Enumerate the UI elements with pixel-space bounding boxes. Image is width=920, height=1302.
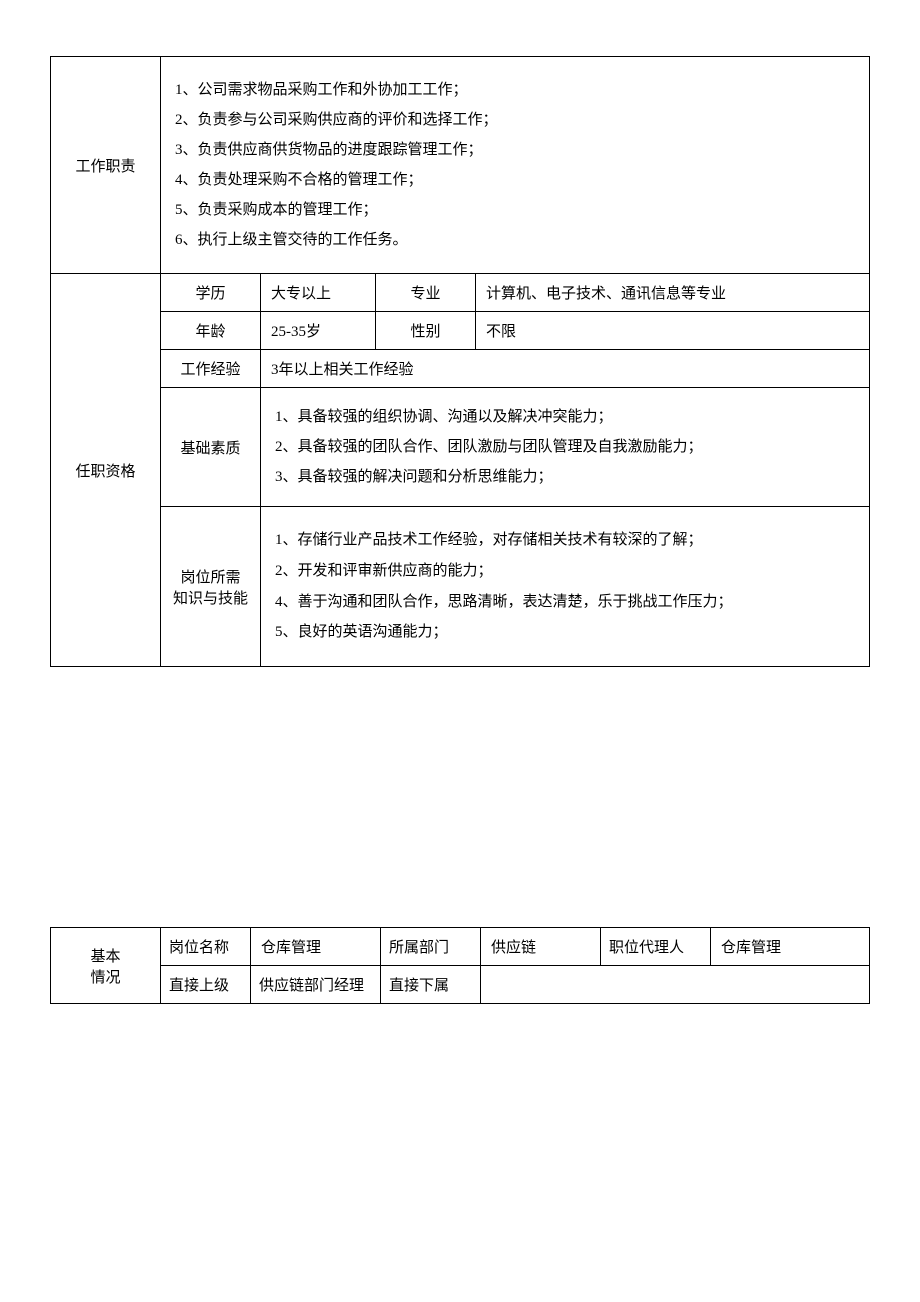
dept-value: 供应链 [481,928,601,966]
skill-row: 岗位所需 知识与技能 1、存储行业产品技术工作经验，对存储相关技术有较深的了解；… [51,507,870,667]
exp-value: 3年以上相关工作经验 [261,350,870,388]
edu-label: 学历 [161,274,261,312]
sub-label: 直接下属 [381,966,481,1004]
list-item: 3、具备较强的解决问题和分析思维能力； [275,462,855,492]
duties-label: 工作职责 [51,57,161,274]
pos-name-value: 仓库管理 [251,928,381,966]
list-item: 2、具备较强的团队合作、团队激励与团队管理及自我激励能力； [275,432,855,462]
job-spec-table-2: 基本 情况 岗位名称 仓库管理 所属部门 供应链 职位代理人 仓库管理 直接上级… [50,927,870,1004]
superior-value: 供应链部门经理 [251,966,381,1004]
proxy-value: 仓库管理 [711,928,870,966]
skill-label: 岗位所需 知识与技能 [161,507,261,667]
list-item: 1、公司需求物品采购工作和外协加工工作； [175,75,855,105]
list-item: 2、负责参与公司采购供应商的评价和选择工作； [175,105,855,135]
proxy-label: 职位代理人 [601,928,711,966]
basic-info-l1: 基本 [61,945,150,966]
list-item: 4、负责处理采购不合格的管理工作； [175,165,855,195]
basic-info-row-2: 直接上级 供应链部门经理 直接下属 [51,966,870,1004]
list-item: 1、存储行业产品技术工作经验，对存储相关技术有较深的了解； [275,525,855,556]
exp-label: 工作经验 [161,350,261,388]
age-label: 年龄 [161,312,261,350]
major-label: 专业 [376,274,476,312]
basic-label: 基础素质 [161,388,261,507]
basic-info-l2: 情况 [61,966,150,987]
job-spec-table-1: 工作职责 1、公司需求物品采购工作和外协加工工作；2、负责参与公司采购供应商的评… [50,56,870,667]
duties-row: 工作职责 1、公司需求物品采购工作和外协加工工作；2、负责参与公司采购供应商的评… [51,57,870,274]
basic-row: 基础素质 1、具备较强的组织协调、沟通以及解决冲突能力；2、具备较强的团队合作、… [51,388,870,507]
list-item: 3、负责供应商供货物品的进度跟踪管理工作； [175,135,855,165]
skill-label-l1: 岗位所需 [171,566,250,587]
edu-value: 大专以上 [261,274,376,312]
duties-list: 1、公司需求物品采购工作和外协加工工作；2、负责参与公司采购供应商的评价和选择工… [175,75,855,255]
exp-row: 工作经验 3年以上相关工作经验 [51,350,870,388]
skill-cell: 1、存储行业产品技术工作经验，对存储相关技术有较深的了解；2、开发和评审新供应商… [261,507,870,667]
skill-list: 1、存储行业产品技术工作经验，对存储相关技术有较深的了解；2、开发和评审新供应商… [275,525,855,648]
gender-label: 性别 [376,312,476,350]
qualification-label: 任职资格 [51,274,161,667]
duties-cell: 1、公司需求物品采购工作和外协加工工作；2、负责参与公司采购供应商的评价和选择工… [161,57,870,274]
list-item: 2、开发和评审新供应商的能力； [275,556,855,587]
age-row: 年龄 25-35岁 性别 不限 [51,312,870,350]
list-item: 6、执行上级主管交待的工作任务。 [175,225,855,255]
gender-value: 不限 [476,312,870,350]
edu-row: 任职资格 学历 大专以上 专业 计算机、电子技术、通讯信息等专业 [51,274,870,312]
superior-label: 直接上级 [161,966,251,1004]
basic-cell: 1、具备较强的组织协调、沟通以及解决冲突能力；2、具备较强的团队合作、团队激励与… [261,388,870,507]
list-item: 1、具备较强的组织协调、沟通以及解决冲突能力； [275,402,855,432]
basic-list: 1、具备较强的组织协调、沟通以及解决冲突能力；2、具备较强的团队合作、团队激励与… [275,402,855,492]
sub-value [481,966,870,1004]
basic-info-row-1: 基本 情况 岗位名称 仓库管理 所属部门 供应链 职位代理人 仓库管理 [51,928,870,966]
skill-label-l2: 知识与技能 [171,587,250,608]
list-item: 5、良好的英语沟通能力； [275,617,855,648]
dept-label: 所属部门 [381,928,481,966]
basic-info-label: 基本 情况 [51,928,161,1004]
list-item: 4、善于沟通和团队合作，思路清晰，表达清楚，乐于挑战工作压力； [275,587,855,618]
age-value: 25-35岁 [261,312,376,350]
pos-name-label: 岗位名称 [161,928,251,966]
major-value: 计算机、电子技术、通讯信息等专业 [476,274,870,312]
list-item: 5、负责采购成本的管理工作； [175,195,855,225]
spacer [50,667,870,927]
